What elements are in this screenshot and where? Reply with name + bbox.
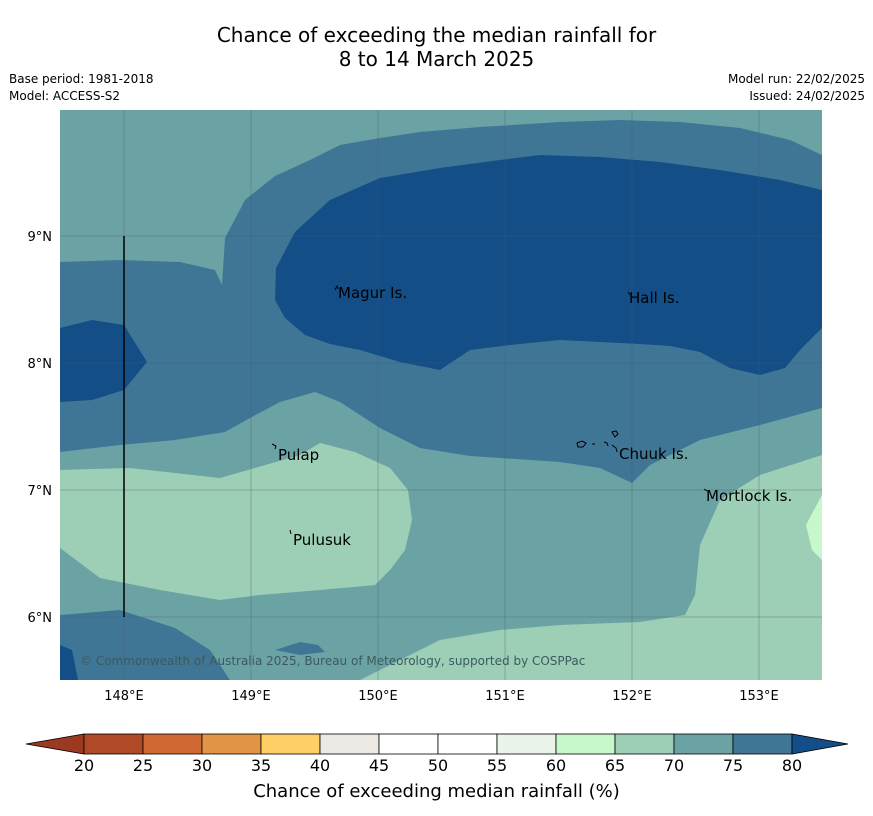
colorbar-tick-label: 25 [133, 756, 153, 775]
island-outlines [271, 284, 708, 535]
colorbar-tick-label: 75 [723, 756, 743, 775]
lon-label-152e: 152°E [612, 689, 652, 704]
copyright-notice: © Commonwealth of Australia 2025, Bureau… [80, 654, 585, 668]
colorbar-segment [732, 733, 793, 755]
colorbar-over-arrow [791, 733, 849, 755]
lat-label-6n: 6°N [28, 611, 53, 626]
colorbar: 20 25 30 35 40 45 50 55 60 65 70 75 80 [25, 733, 849, 775]
contour-band-above-80-west [60, 320, 147, 402]
colorbar-tick-label: 30 [192, 756, 212, 775]
map-title-line2: 8 to 14 March 2025 [338, 47, 535, 71]
place-label-pulusuk: Pulusuk [293, 531, 351, 549]
colorbar-segment [260, 733, 321, 755]
magur-island-shape [334, 284, 339, 291]
lon-label-151e: 151°E [485, 689, 525, 704]
colorbar-tick-label: 45 [369, 756, 389, 775]
contour-band-75-80-patch [275, 642, 325, 655]
model-run-text: Model run: 22/02/2025 [727, 72, 865, 86]
colorbar-tick-label: 35 [251, 756, 271, 775]
colorbar-tick-label: 20 [74, 756, 94, 775]
lon-label-153e: 153°E [739, 689, 779, 704]
colorbar-segment [496, 733, 557, 755]
colorbar-segment [142, 733, 203, 755]
place-label-pulap: Pulap [278, 446, 319, 464]
colorbar-title: Chance of exceeding median rainfall (%) [253, 781, 620, 802]
contour-fills [60, 110, 822, 680]
colorbar-tick-label: 65 [605, 756, 625, 775]
place-label-magur: Magur Is. [338, 284, 407, 302]
place-label-mortlock: Mortlock Is. [706, 487, 792, 505]
contour-band-75-80-southwest [60, 610, 230, 680]
pulusuk-island-shape [289, 529, 292, 535]
info-right: Model run: 22/02/2025 Issued: 24/02/2025 [728, 71, 865, 105]
colorbar-segment [378, 733, 439, 755]
lat-label-9n: 9°N [28, 230, 53, 245]
colorbar-segment [673, 733, 734, 755]
base-period-text: Base period: 1981-2018 [9, 72, 154, 86]
colorbar-segment [83, 733, 144, 755]
lon-label-148e: 148°E [104, 689, 144, 704]
map-title-line1: Chance of exceeding the median rainfall … [216, 23, 657, 47]
issued-text: Issued: 24/02/2025 [749, 89, 865, 103]
lat-label-8n: 8°N [28, 357, 53, 372]
colorbar-tick-label: 60 [546, 756, 566, 775]
colorbar-segment [614, 733, 675, 755]
colorbar-segment [437, 733, 498, 755]
lat-label-7n: 7°N [28, 484, 53, 499]
colorbar-under-arrow [25, 733, 85, 755]
pulap-island-shape [271, 443, 277, 450]
colorbar-tick-label: 70 [664, 756, 684, 775]
hall-island-shape [627, 291, 631, 296]
lon-label-150e: 150°E [358, 689, 398, 704]
colorbar-tick-label: 40 [310, 756, 330, 775]
colorbar-tick-label: 50 [428, 756, 448, 775]
lon-label-149e: 149°E [231, 689, 271, 704]
contour-band-above-80 [275, 155, 822, 375]
colorbar-segment [319, 733, 380, 755]
place-label-chuuk: Chuuk Is. [619, 445, 688, 463]
contour-band-60-65-east [806, 495, 822, 560]
colorbar-segment [201, 733, 262, 755]
colorbar-tick-label: 80 [782, 756, 802, 775]
contour-band-65-70-west [60, 443, 412, 600]
colorbar-segment [555, 733, 616, 755]
graticule [60, 110, 822, 680]
chuuk-island-shape [576, 430, 619, 453]
info-left: Base period: 1981-2018 Model: ACCESS-S2 [9, 71, 154, 105]
place-label-hall: Hall Is. [629, 289, 680, 307]
colorbar-tick-label: 55 [487, 756, 507, 775]
mortlock-island-shape [703, 488, 708, 492]
model-text: Model: ACCESS-S2 [9, 89, 121, 103]
